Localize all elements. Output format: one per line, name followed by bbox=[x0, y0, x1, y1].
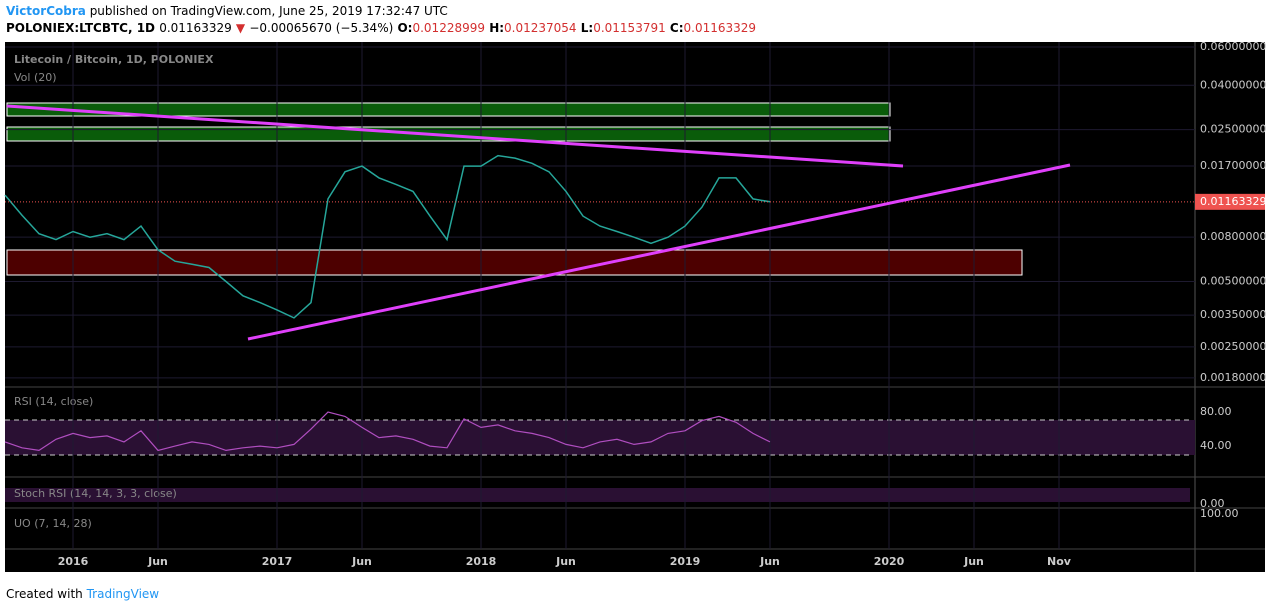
x-tick-label: Jun bbox=[759, 555, 780, 568]
volume-label: Vol (20) bbox=[14, 71, 57, 84]
y-tick-label: 0.06000000 bbox=[1200, 42, 1266, 53]
x-tick-label: Nov bbox=[1047, 555, 1072, 568]
stoch-label: Stoch RSI (14, 14, 3, 3, close) bbox=[14, 487, 177, 500]
x-tick-label: 2020 bbox=[874, 555, 905, 568]
rsi-tick-label: 40.00 bbox=[1200, 439, 1232, 452]
chart-title: Litecoin / Bitcoin, 1D, POLONIEX bbox=[14, 53, 214, 66]
zone bbox=[6, 102, 891, 117]
last-price-box bbox=[1195, 193, 1265, 210]
y-tick-label: 0.00350000 bbox=[1200, 308, 1266, 321]
x-tick-label: Jun bbox=[963, 555, 984, 568]
symbol: POLONIEX:LTCBTC, 1D bbox=[6, 21, 156, 35]
y-tick-label: 0.04000000 bbox=[1200, 78, 1266, 91]
x-tick-label: Jun bbox=[147, 555, 168, 568]
uo-label: UO (7, 14, 28) bbox=[14, 517, 92, 530]
stoch-tick: 0.00 bbox=[1200, 497, 1225, 510]
uo-tick: 100.00 bbox=[1200, 507, 1239, 520]
y-tick-label: 0.02500000 bbox=[1200, 123, 1266, 136]
chart: Stoch RSI (14, 14, 3, 3, close) 0.00 UO … bbox=[4, 42, 1266, 572]
c-label: C: bbox=[669, 21, 684, 35]
author[interactable]: VictorCobra bbox=[6, 4, 86, 18]
l-label: L: bbox=[580, 21, 594, 35]
y-tick-label: 0.00500000 bbox=[1200, 275, 1266, 288]
x-tick-label: 2016 bbox=[58, 555, 89, 568]
zone bbox=[6, 126, 891, 142]
close: 0.01163329 bbox=[683, 21, 757, 35]
rsi-line bbox=[4, 411, 771, 452]
arrow: ▼ bbox=[235, 21, 246, 35]
change: −0.00065670 (−5.34%) bbox=[249, 21, 394, 35]
high: 0.01237054 bbox=[504, 21, 577, 35]
ohlc-line: POLONIEX:LTCBTC, 1D 0.01163329 ▼ −0.0006… bbox=[6, 21, 756, 35]
rsi-band bbox=[5, 420, 1195, 455]
y-tick-label: 0.00800000 bbox=[1200, 230, 1266, 243]
footer: Created with TradingView bbox=[6, 587, 159, 601]
o-label: O: bbox=[397, 21, 413, 35]
last-price-label: 0.01163329 bbox=[1200, 195, 1266, 208]
rsi-tick-label: 80.00 bbox=[1200, 405, 1232, 418]
x-tick-label: 2017 bbox=[262, 555, 293, 568]
h-label: H: bbox=[489, 21, 505, 35]
open: 0.01228999 bbox=[412, 21, 485, 35]
y-tick-label: 0.00180000 bbox=[1200, 371, 1266, 384]
trendline bbox=[247, 163, 1071, 341]
zone bbox=[6, 249, 1023, 276]
y-tick-label: 0.01700000 bbox=[1200, 159, 1266, 172]
x-tick-label: 2019 bbox=[670, 555, 701, 568]
x-tick-label: Jun bbox=[555, 555, 576, 568]
stoch-band bbox=[5, 488, 1190, 502]
brand[interactable]: TradingView bbox=[86, 587, 160, 601]
low: 0.01153791 bbox=[593, 21, 666, 35]
trendline bbox=[6, 104, 904, 168]
last: 0.01163329 bbox=[159, 21, 232, 35]
x-tick-label: Jun bbox=[351, 555, 372, 568]
rsi-label: RSI (14, close) bbox=[14, 395, 93, 408]
published: published on TradingView.com, June 25, 2… bbox=[89, 4, 448, 18]
y-tick-label: 0.00250000 bbox=[1200, 340, 1266, 353]
created: Created with bbox=[6, 587, 83, 601]
price-line bbox=[4, 154, 771, 319]
publish-line: VictorCobra published on TradingView.com… bbox=[6, 4, 448, 18]
x-tick-label: 2018 bbox=[466, 555, 497, 568]
